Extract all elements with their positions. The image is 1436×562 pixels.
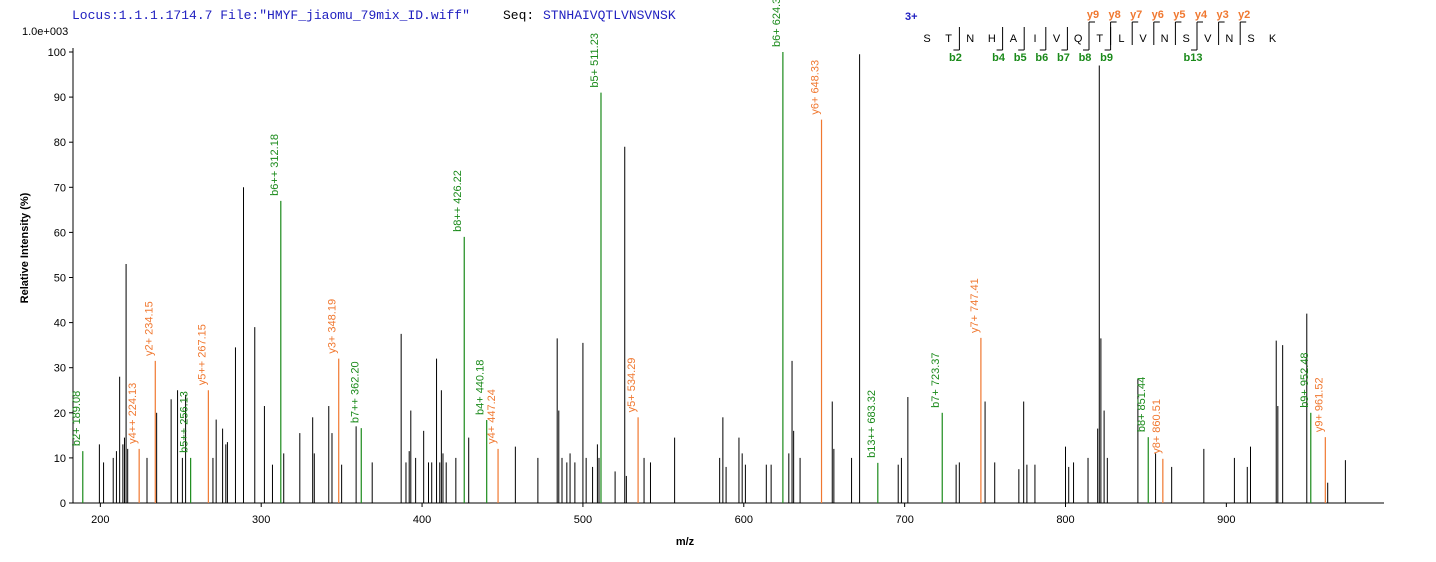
residue: I [1033, 33, 1036, 45]
residue: V [1053, 33, 1061, 45]
y-marker-label: y2 [1238, 9, 1250, 21]
y-tick-label: 50 [54, 273, 66, 285]
seq-label: Seq: [503, 8, 534, 23]
x-axis-label: m/z [676, 536, 695, 548]
residue: V [1139, 33, 1147, 45]
y-tick-label: 70 [54, 182, 66, 194]
b-marker-label: b5 [1014, 52, 1027, 64]
ion-label: b4+ 440.18 [475, 360, 487, 415]
residue: N [1161, 33, 1169, 45]
x-tick-label: 500 [574, 514, 592, 526]
ion-label: y8+ 860.51 [1151, 399, 1163, 454]
y-marker-label: y9 [1087, 9, 1099, 21]
b-marker-label: b6 [1035, 52, 1048, 64]
ion-label: b5++ 256.13 [179, 391, 191, 453]
b-marker-label: b13 [1184, 52, 1203, 64]
ion-label: b8++ 426.22 [452, 170, 464, 232]
y-marker-label: y4 [1195, 9, 1208, 21]
y-tick-label: 30 [54, 363, 66, 375]
residue: T [1096, 33, 1103, 45]
residue: N [966, 33, 974, 45]
ion-label: y4++ 224.13 [127, 383, 139, 444]
b-marker-label: b7 [1057, 52, 1070, 64]
residue: S [1247, 33, 1254, 45]
ion-label: y2+ 234.15 [143, 301, 155, 356]
ion-label: y3+ 348.19 [327, 299, 339, 354]
y-marker-label: y5 [1173, 9, 1185, 21]
ion-label: b6++ 312.18 [269, 134, 281, 196]
ion-label: y5++ 267.15 [196, 324, 208, 385]
ion-label: b7+ 723.37 [930, 352, 942, 407]
residue: A [1010, 33, 1018, 45]
x-tick-label: 800 [1056, 514, 1074, 526]
y-marker-label: y6 [1152, 9, 1164, 21]
b-marker-label: b8 [1079, 52, 1092, 64]
ion-label: y9+ 961.52 [1313, 377, 1325, 432]
y-tick-label: 100 [48, 47, 66, 59]
residue: T [945, 33, 952, 45]
y-tick-label: 0 [60, 498, 66, 510]
y-tick-label: 60 [54, 227, 66, 239]
locus-text: Locus:1.1.1.1714.7 File:"HMYF_jiaomu_79m… [72, 8, 470, 23]
charge: 3+ [905, 11, 918, 23]
ion-label: b2+ 189.08 [71, 391, 83, 446]
ion-label: b9+ 952.48 [1299, 352, 1311, 407]
residue: H [988, 33, 996, 45]
y-tick-label: 80 [54, 137, 66, 149]
y-marker-label: y8 [1108, 9, 1120, 21]
y-tick-label: 40 [54, 318, 66, 330]
ion-label: y5+ 534.29 [626, 358, 638, 413]
scale-label: 1.0e+003 [22, 26, 68, 38]
ion-label: b13++ 683.32 [866, 390, 878, 458]
b-marker-label: b9 [1100, 52, 1113, 64]
x-tick-label: 200 [91, 514, 109, 526]
y-marker-label: y3 [1216, 9, 1228, 21]
ion-label: b5+ 511.23 [589, 33, 601, 88]
b-marker-label: b4 [992, 52, 1006, 64]
residue: L [1118, 33, 1124, 45]
residue: Q [1074, 33, 1083, 45]
b-marker-label: b2 [949, 52, 962, 64]
ion-label: b8+ 851.44 [1136, 377, 1148, 432]
ion-label: b7++ 362.20 [349, 361, 361, 423]
x-tick-label: 900 [1217, 514, 1235, 526]
y-tick-label: 20 [54, 408, 66, 420]
y-marker-label: y7 [1130, 9, 1142, 21]
y-tick-label: 90 [54, 92, 66, 104]
seq-text: STNHAIVQTLVNSVNSK [543, 8, 676, 23]
residue: N [1225, 33, 1233, 45]
ion-label: y7+ 747.41 [969, 278, 981, 333]
ion-label: y6+ 648.33 [810, 60, 822, 115]
ion-label: b6+ 624.31 [771, 0, 783, 47]
residue: K [1269, 33, 1277, 45]
x-tick-label: 400 [413, 514, 431, 526]
x-tick-label: 700 [895, 514, 913, 526]
x-tick-label: 600 [735, 514, 753, 526]
y-axis-label: Relative Intensity (%) [19, 192, 31, 303]
residue: V [1204, 33, 1212, 45]
y-tick-label: 10 [54, 453, 66, 465]
residue: S [923, 33, 930, 45]
ion-label: y4+ 447.24 [486, 389, 498, 444]
residue: S [1183, 33, 1190, 45]
x-tick-label: 300 [252, 514, 270, 526]
